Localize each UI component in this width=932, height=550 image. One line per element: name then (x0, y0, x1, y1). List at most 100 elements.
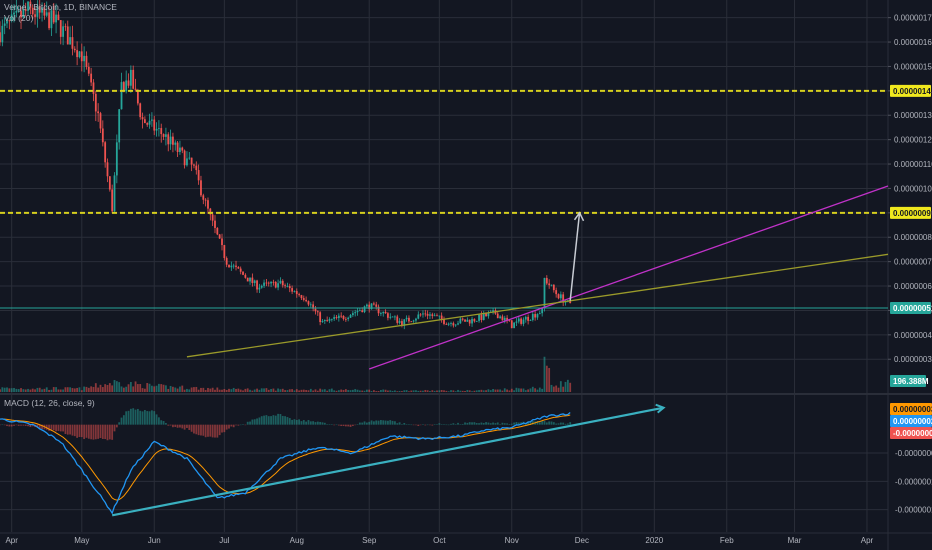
time-axis[interactable]: Apr May Jun Jul Aug Sep Oct Nov Dec 2020 Feb Mar Apr (5, 536, 873, 545)
candle (85, 55, 88, 67)
current-price-badge[interactable] (890, 302, 931, 314)
candle (503, 317, 506, 321)
volume-bar (69, 387, 72, 392)
price-level-badge[interactable] (890, 84, 931, 97)
macd-histogram-bar (99, 424, 102, 439)
volume-bar (377, 390, 380, 392)
macd-histogram-bar (396, 423, 399, 425)
volume-bar (181, 385, 184, 392)
volume-bar (541, 388, 544, 392)
macd-histogram-bar (461, 423, 464, 425)
candle (485, 313, 487, 317)
macd-histogram-bar (365, 422, 368, 425)
candle (204, 199, 207, 201)
macd-histogram-bar (62, 424, 64, 432)
macd-histogram-bar (132, 408, 135, 425)
candle (118, 109, 121, 143)
symbol-legend[interactable]: Verge / Bitcoin, 1D, BINANCE (4, 2, 117, 12)
macd-value-badge[interactable] (890, 415, 932, 427)
candle (424, 313, 427, 315)
macd-histogram-bar (319, 421, 322, 425)
candle (552, 284, 555, 291)
candlestick-series[interactable] (0, 0, 572, 330)
macd-value-badge[interactable] (890, 403, 932, 415)
volume-bar (424, 389, 427, 392)
projection-arrow[interactable] (569, 212, 581, 301)
candle (454, 324, 457, 326)
macd-histogram-bar (57, 424, 60, 431)
volume-bar (202, 387, 205, 392)
volume-bar (10, 388, 13, 392)
candle (216, 227, 219, 235)
trendline-olive[interactable] (186, 253, 889, 358)
candle (323, 320, 326, 322)
macd-histogram-bar (552, 422, 555, 425)
macd-histogram-bar (555, 423, 558, 425)
volume-bar (499, 389, 501, 392)
volume-legend[interactable]: Vol (20) (4, 13, 34, 23)
candle (15, 10, 18, 13)
candle (375, 304, 378, 307)
volume-bar (209, 388, 212, 392)
projection-arrow-head (573, 211, 585, 222)
macd-histogram-bar (22, 424, 25, 426)
macd-histogram-bar (494, 423, 497, 425)
macd-value-badge[interactable] (890, 427, 932, 439)
candle (372, 303, 375, 305)
candle (253, 280, 256, 284)
candle (228, 264, 230, 268)
volume-bar (534, 388, 537, 392)
volume-bar (125, 386, 128, 392)
trendlines[interactable] (186, 185, 889, 370)
macd-histogram-bar (295, 419, 298, 425)
macd-histogram-bar (471, 422, 473, 425)
volume-badge[interactable] (890, 375, 926, 387)
volume-bar (31, 388, 34, 392)
macd-histogram-bar (272, 415, 275, 425)
horizontal-levels[interactable] (0, 89, 888, 309)
volume-bar (244, 388, 247, 392)
volume-bar (246, 388, 249, 392)
volume-bar (115, 381, 118, 392)
macd-histogram-bar (480, 422, 483, 425)
macd-histogram-bar (251, 419, 254, 425)
macd-histogram-bar (309, 421, 312, 425)
macd-legend[interactable]: MACD (12, 26, close, 9) (4, 398, 95, 408)
volume-bar (218, 389, 221, 392)
volume-bar (22, 389, 25, 392)
candle (410, 321, 413, 323)
volume-bar (401, 391, 403, 392)
macd-histogram-bar (45, 424, 48, 430)
macd-histogram-bar (321, 422, 324, 425)
candle (342, 315, 345, 319)
candle (207, 200, 209, 209)
volume-bar (251, 390, 254, 392)
macd-histogram-bar (92, 424, 95, 440)
macd-histogram-bar (302, 420, 305, 425)
macd-histogram-bar (328, 424, 331, 425)
volume-bar (108, 383, 111, 392)
macd-histogram-bar (8, 424, 11, 427)
macd-histogram-bar (347, 424, 350, 427)
macd-value-badge-label: -0.00000000 (893, 429, 932, 438)
candle (146, 123, 149, 125)
macd-histogram-bar (531, 420, 534, 425)
volume-bar (24, 389, 27, 392)
macd-trendline[interactable] (111, 406, 664, 517)
volume-bar (356, 389, 359, 392)
macd-histogram-bar (108, 424, 111, 440)
price-level-badge[interactable] (890, 206, 931, 219)
candle (256, 280, 258, 290)
candle (69, 37, 72, 45)
candle (272, 281, 275, 283)
macd-histogram-bar (165, 422, 167, 425)
trendline-magenta[interactable] (369, 185, 889, 370)
candle (277, 283, 279, 288)
candle (478, 314, 480, 321)
candle (223, 245, 226, 259)
